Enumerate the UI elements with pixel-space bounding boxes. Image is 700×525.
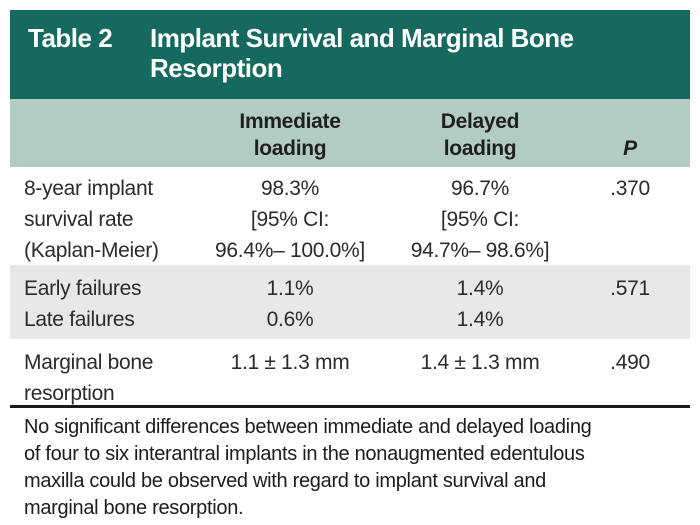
label-line: Early failures: [24, 277, 142, 300]
table-title-line-1: Implant Survival and Marginal Bone: [150, 23, 574, 53]
table-row-marginal-bone: Marginal bone resorption 1.1 ± 1.3 mm 1.…: [10, 339, 690, 408]
footnote-line: marginal bone resorption.: [24, 497, 244, 519]
value-line: 1.4 ± 1.3 mm: [420, 351, 540, 374]
table-row-failures: Early failures Late failures 1.1% 0.6% 1…: [10, 265, 690, 339]
table-2: Table 2 Implant Survival and Marginal Bo…: [10, 10, 690, 522]
footnote-line: maxilla could be observed with regard to…: [24, 470, 546, 492]
column-header-line: Delayed: [440, 110, 520, 133]
label-line: Late failures: [24, 308, 135, 331]
value-line: 98.3%: [260, 177, 320, 200]
column-header-immediate-loading: Immediate loading: [190, 108, 390, 162]
table-tag: Table 2: [28, 23, 113, 53]
table-row-survival-rate: 8-year implant survival rate (Kaplan-Mei…: [10, 167, 690, 265]
label-line: (Kaplan-Meier): [24, 239, 159, 262]
row-label-marginal-bone: Marginal bone resorption: [10, 347, 190, 409]
column-header-delayed-loading: Delayed loading: [390, 108, 570, 162]
footnote-line: of four to six interantral implants in t…: [24, 443, 585, 465]
value-line: [95% CI:: [440, 208, 520, 231]
cell-survival-p-value: .370: [610, 177, 650, 200]
label-line: resorption: [24, 382, 115, 405]
column-header-row: Immediate loading Delayed loading P: [10, 99, 690, 167]
table-title-bar: Table 2 Implant Survival and Marginal Bo…: [10, 10, 690, 99]
cell-failures-immediate: 1.1% 0.6%: [190, 273, 390, 339]
value-line: 0.6%: [266, 308, 314, 331]
column-header-line: Immediate: [239, 110, 341, 133]
footnote-line: No significant differences between immed…: [24, 416, 592, 438]
value-line: 94.7%– 98.6%]: [410, 239, 550, 262]
row-label-failures: Early failures Late failures: [10, 273, 190, 339]
value-line: 96.7%: [450, 177, 510, 200]
label-line: 8-year implant: [24, 177, 153, 200]
value-line: 96.4%– 100.0%]: [215, 239, 365, 262]
cell-survival-immediate: 98.3% [95% CI: 96.4%– 100.0%]: [190, 173, 390, 266]
row-label-survival-rate: 8-year implant survival rate (Kaplan-Mei…: [10, 173, 190, 266]
table-title: Implant Survival and Marginal Bone Resor…: [150, 23, 574, 99]
value-line: 1.1%: [266, 277, 314, 300]
table-footnote: No significant differences between immed…: [10, 414, 690, 522]
cell-marginal-bone-p-value: .490: [610, 351, 650, 374]
cell-survival-delayed: 96.7% [95% CI: 94.7%– 98.6%]: [390, 173, 570, 266]
cell-failures-delayed: 1.4% 1.4%: [390, 273, 570, 339]
cell-marginal-bone-delayed: 1.4 ± 1.3 mm: [390, 347, 570, 409]
table-title-line-2: Resorption: [150, 53, 283, 83]
column-header-line: loading: [253, 137, 327, 160]
column-header-p-value: P: [623, 137, 637, 160]
value-line: 1.4%: [456, 308, 504, 331]
column-header-line: loading: [443, 137, 517, 160]
value-line: [95% CI:: [250, 208, 330, 231]
label-line: survival rate: [24, 208, 134, 231]
label-line: Marginal bone: [24, 351, 154, 374]
cell-marginal-bone-immediate: 1.1 ± 1.3 mm: [190, 347, 390, 409]
cell-failures-p-value: .571: [610, 277, 650, 300]
value-line: 1.4%: [456, 277, 504, 300]
value-line: 1.1 ± 1.3 mm: [230, 351, 350, 374]
